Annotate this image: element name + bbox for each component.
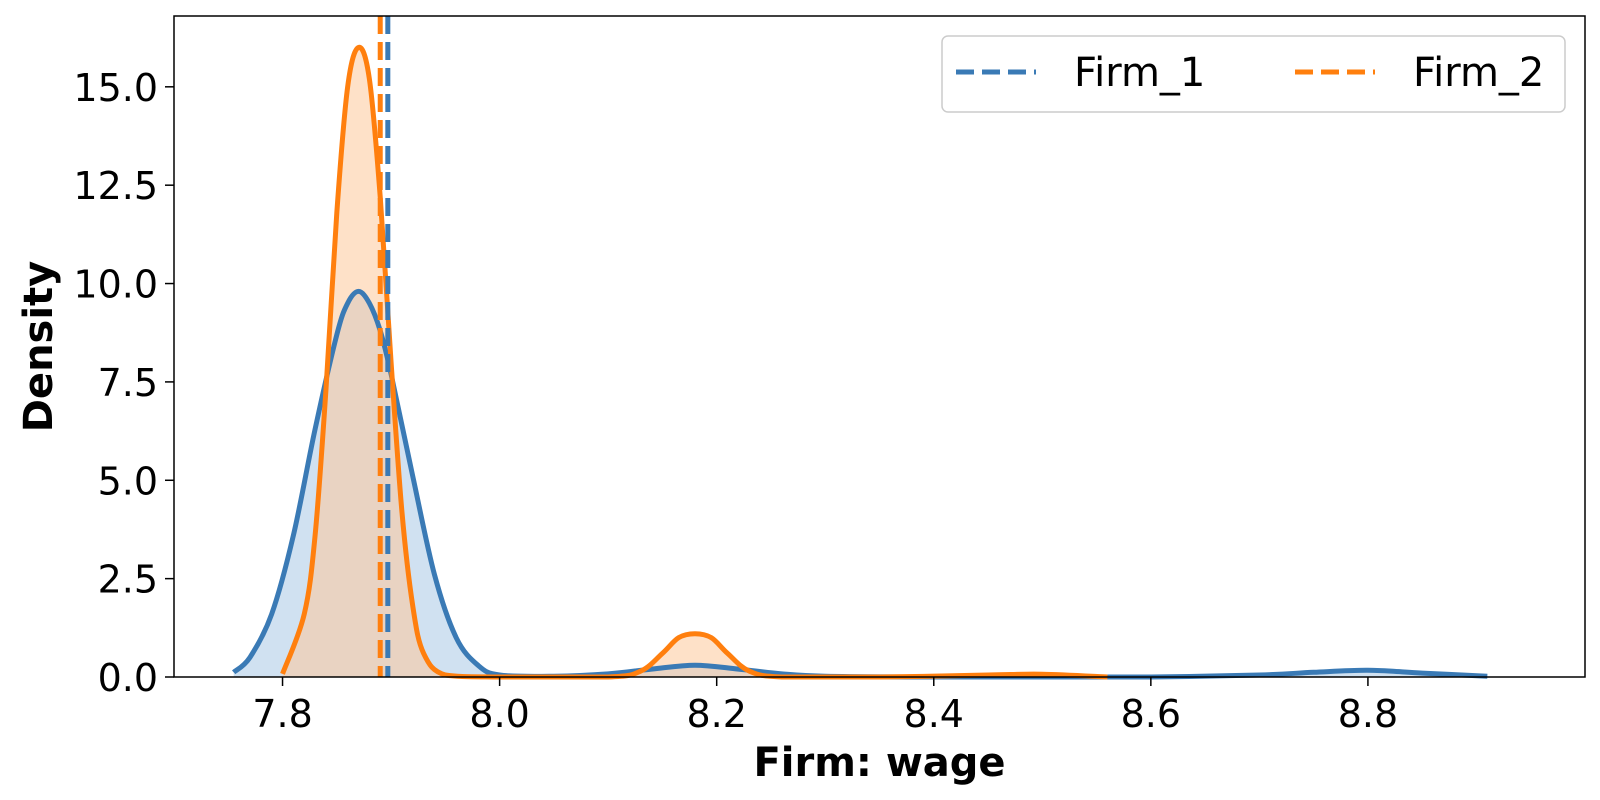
x-axis: 7.8 8.0 8.2 8.4 8.6 8.8 xyxy=(252,677,1398,736)
x-tick-label: 8.8 xyxy=(1338,692,1398,736)
plot-area-frame xyxy=(173,15,1586,678)
y-tick-label: 5.0 xyxy=(98,459,158,503)
y-tick-label: 10.0 xyxy=(73,263,158,307)
x-tick-label: 7.8 xyxy=(252,692,312,736)
y-tick-label: 2.5 xyxy=(98,558,158,602)
density-area-firm_2 xyxy=(282,47,1108,678)
legend-label-firm_1: Firm_1 xyxy=(1074,50,1205,96)
x-tick-label: 8.0 xyxy=(469,692,529,736)
y-axis-title: Density xyxy=(16,261,62,433)
x-tick-label: 8.6 xyxy=(1121,692,1181,736)
x-axis-title: Firm: wage xyxy=(753,740,1005,786)
y-tick-label: 12.5 xyxy=(73,164,158,208)
density-area-firm_1 xyxy=(233,291,1488,677)
legend: Firm_1 Firm_2 xyxy=(941,35,1566,113)
mean-lines xyxy=(377,16,391,677)
y-tick-label: 0.0 xyxy=(98,656,158,700)
y-tick-label: 15.0 xyxy=(73,66,158,110)
density-line-firm_2 xyxy=(280,44,1108,680)
x-tick-label: 8.4 xyxy=(904,692,964,736)
legend-box xyxy=(941,35,1566,113)
density-fills xyxy=(233,47,1488,678)
legend-label-firm_2: Firm_2 xyxy=(1413,50,1544,96)
y-axis: 0.0 2.5 5.0 7.5 10.0 12.5 15.0 xyxy=(73,66,174,700)
y-tick-label: 7.5 xyxy=(98,361,158,405)
x-tick-label: 8.2 xyxy=(686,692,746,736)
